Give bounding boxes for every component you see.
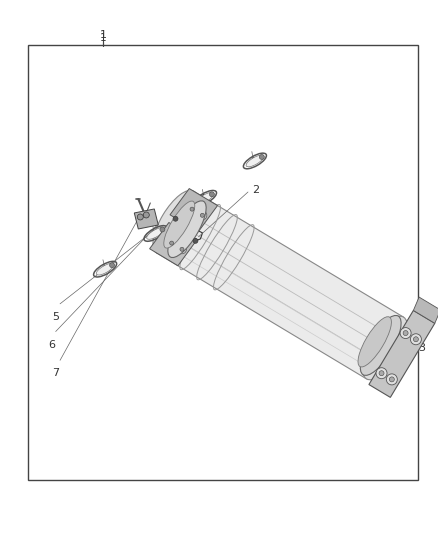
Circle shape — [200, 213, 205, 217]
Circle shape — [209, 192, 215, 197]
Ellipse shape — [153, 190, 197, 254]
Ellipse shape — [246, 155, 264, 167]
Circle shape — [413, 337, 418, 342]
Polygon shape — [134, 209, 158, 229]
Polygon shape — [170, 189, 218, 232]
Text: 3: 3 — [418, 343, 425, 353]
Ellipse shape — [358, 317, 392, 367]
Text: 6: 6 — [48, 340, 55, 350]
Circle shape — [193, 238, 198, 244]
Text: 1: 1 — [99, 30, 106, 40]
Text: 7: 7 — [53, 368, 60, 378]
Circle shape — [110, 263, 115, 268]
Circle shape — [376, 368, 387, 379]
Text: 4: 4 — [199, 195, 206, 205]
Ellipse shape — [360, 316, 401, 375]
Circle shape — [167, 239, 176, 248]
Bar — [28, 45, 418, 480]
Polygon shape — [156, 191, 403, 379]
Circle shape — [190, 207, 194, 211]
Circle shape — [143, 212, 149, 218]
Circle shape — [137, 214, 143, 220]
Circle shape — [389, 377, 394, 382]
Circle shape — [400, 328, 411, 338]
Text: 1: 1 — [100, 33, 106, 43]
Text: 2: 2 — [252, 185, 259, 195]
Circle shape — [170, 241, 174, 245]
Polygon shape — [413, 297, 438, 324]
Circle shape — [410, 334, 421, 345]
Circle shape — [386, 374, 397, 385]
Circle shape — [180, 247, 184, 251]
Circle shape — [259, 155, 265, 159]
Circle shape — [198, 211, 207, 220]
Ellipse shape — [164, 201, 195, 248]
Text: 4: 4 — [248, 157, 255, 167]
Text: 4: 4 — [99, 265, 106, 275]
Ellipse shape — [96, 263, 114, 275]
Text: 4: 4 — [149, 230, 156, 240]
Circle shape — [173, 216, 178, 221]
Ellipse shape — [363, 316, 407, 380]
Ellipse shape — [147, 228, 164, 239]
Ellipse shape — [196, 192, 214, 204]
Ellipse shape — [168, 201, 206, 257]
Circle shape — [177, 245, 187, 254]
Text: 5: 5 — [53, 312, 60, 322]
Polygon shape — [369, 310, 435, 398]
Circle shape — [379, 371, 384, 376]
Circle shape — [160, 227, 165, 232]
Circle shape — [403, 330, 408, 336]
Circle shape — [187, 205, 197, 214]
Polygon shape — [150, 222, 197, 266]
